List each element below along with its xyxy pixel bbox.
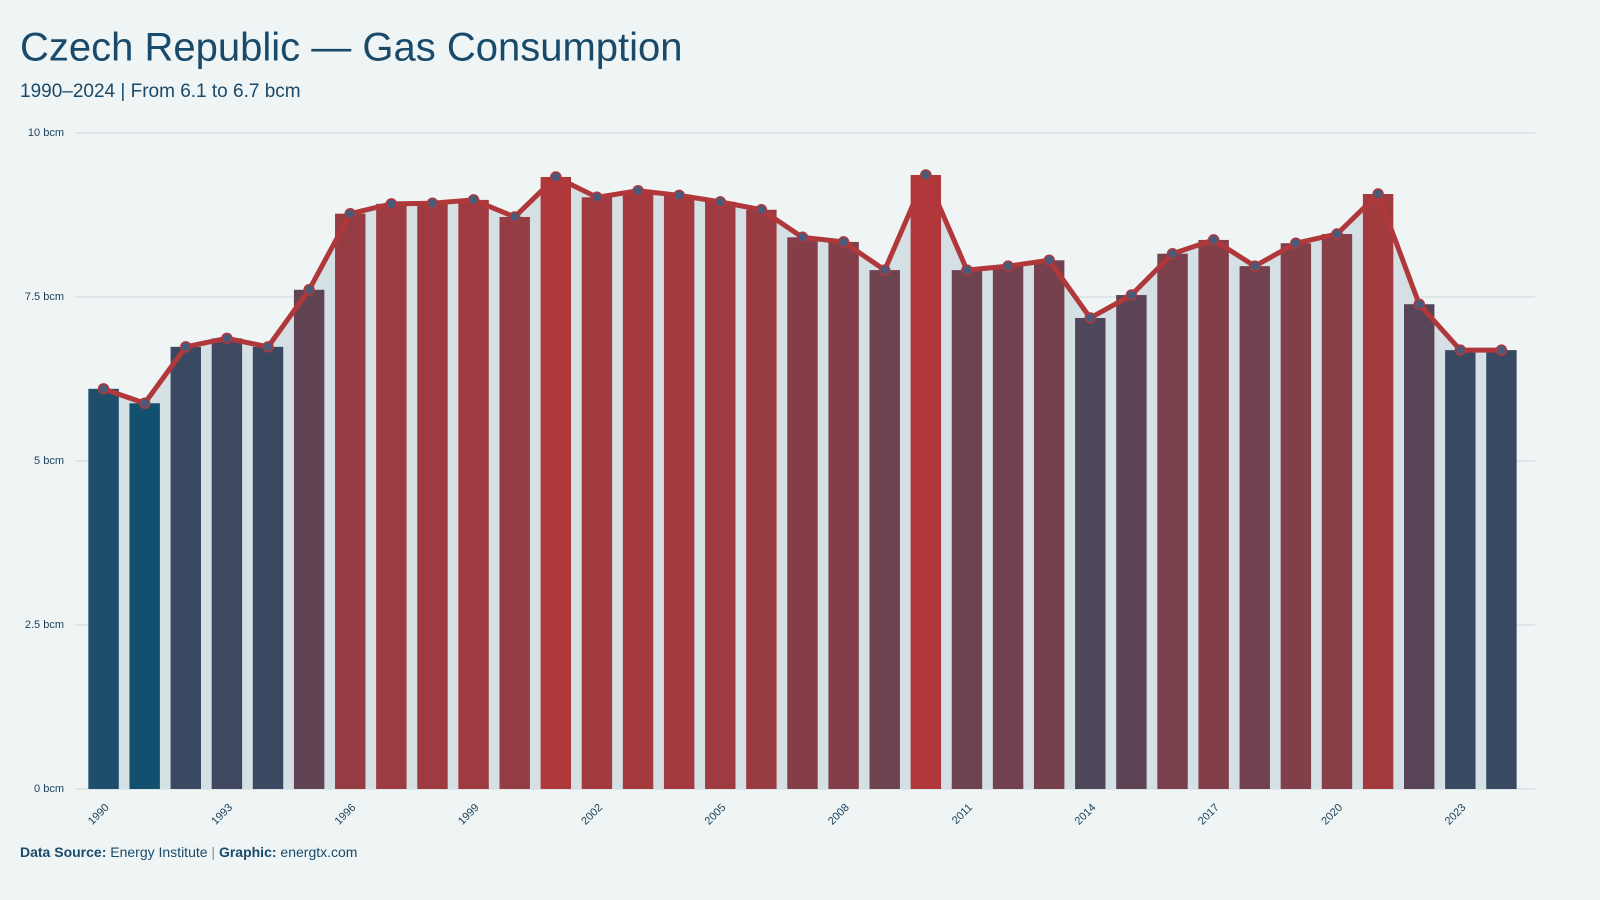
chart-title: Czech Republic — Gas Consumption (20, 26, 683, 70)
line-marker (837, 236, 850, 248)
bar (787, 237, 818, 789)
line-marker (1249, 260, 1261, 272)
x-tick-label: 2005 (703, 802, 729, 828)
line-marker (673, 189, 685, 202)
bar (1157, 253, 1188, 790)
line-marker (1084, 312, 1097, 324)
bar (335, 213, 366, 790)
bar (1321, 234, 1353, 790)
y-tick-label: 10 bcm (28, 127, 64, 139)
bar (129, 403, 160, 789)
y-tick-label: 5 bcm (34, 455, 64, 467)
bar (746, 209, 777, 789)
bar (951, 270, 983, 789)
line-marker (508, 211, 521, 223)
line-marker (221, 332, 233, 345)
bar (869, 270, 900, 789)
line-marker (426, 197, 439, 209)
bar (1486, 350, 1517, 789)
line-marker (1207, 234, 1220, 246)
bar (1116, 295, 1147, 789)
bar (1445, 350, 1476, 789)
y-tick-label: 2.5 bcm (25, 619, 64, 631)
line-marker (467, 194, 480, 206)
line-marker (550, 171, 562, 183)
x-tick-label: 1999 (456, 802, 482, 828)
y-tick-label: 7.5 bcm (25, 291, 64, 303)
line-marker (1372, 188, 1384, 200)
bar (622, 190, 654, 789)
line-marker (97, 383, 110, 395)
line-marker (1166, 247, 1179, 260)
line-marker (1454, 344, 1467, 356)
bar (499, 216, 530, 789)
line-marker (138, 397, 151, 410)
separator: | (211, 844, 215, 860)
bar (170, 346, 201, 789)
x-tick-label: 1993 (209, 802, 235, 828)
x-tick-label: 1996 (333, 802, 359, 828)
line-marker (1290, 237, 1302, 249)
line-marker (1125, 289, 1138, 301)
line-marker (961, 264, 973, 276)
line-marker (591, 191, 603, 204)
x-tick-label: 2014 (1073, 802, 1099, 828)
bar (1198, 239, 1229, 790)
bar (828, 241, 859, 789)
source-label: Data Source: (20, 844, 106, 860)
line-marker (755, 204, 768, 216)
bar (1362, 194, 1394, 789)
x-tick-label: 2008 (826, 802, 852, 828)
line-marker (878, 264, 891, 276)
bar (992, 266, 1024, 790)
bar (376, 203, 407, 789)
line-marker (796, 231, 809, 244)
line-marker (344, 207, 356, 220)
bar (417, 203, 448, 789)
bar (705, 201, 736, 789)
bar (293, 289, 325, 789)
line-marker (1331, 228, 1343, 240)
bar (1404, 304, 1435, 789)
line-marker (1495, 344, 1508, 356)
bar (211, 338, 243, 789)
graphic-label: Graphic: (219, 844, 277, 860)
graphic: energtx.com (280, 844, 357, 860)
y-tick-label: 0 bcm (34, 783, 64, 795)
footer: Data Source: Energy Institute | Graphic:… (20, 844, 357, 860)
x-tick-label: 2011 (950, 802, 975, 827)
line-marker (385, 198, 398, 210)
line-marker (262, 341, 274, 353)
bar (1239, 266, 1270, 790)
chart-subtitle: 1990–2024 | From 6.1 to 6.7 bcm (20, 81, 301, 102)
x-tick-label: 1990 (86, 802, 112, 828)
line-marker (180, 341, 192, 353)
bar (458, 199, 489, 790)
source: Energy Institute (110, 844, 207, 860)
bar (540, 176, 572, 789)
line-marker (714, 196, 727, 208)
x-tick-label: 2020 (1319, 802, 1345, 828)
bar (252, 346, 284, 789)
bar (1280, 243, 1312, 789)
line-marker (1002, 260, 1014, 272)
line-marker (632, 184, 644, 197)
bar (581, 197, 613, 790)
line-marker (1413, 298, 1425, 310)
bar (1033, 260, 1065, 789)
x-tick-label: 2017 (1196, 802, 1222, 828)
line-marker (1043, 254, 1055, 267)
bar (663, 195, 695, 789)
bar (910, 174, 942, 789)
line-marker (920, 169, 932, 181)
x-tick-label: 2002 (579, 802, 605, 828)
x-tick-label: 2023 (1443, 802, 1469, 828)
bar (88, 388, 119, 789)
line-marker (303, 284, 315, 296)
bar (1075, 317, 1106, 789)
